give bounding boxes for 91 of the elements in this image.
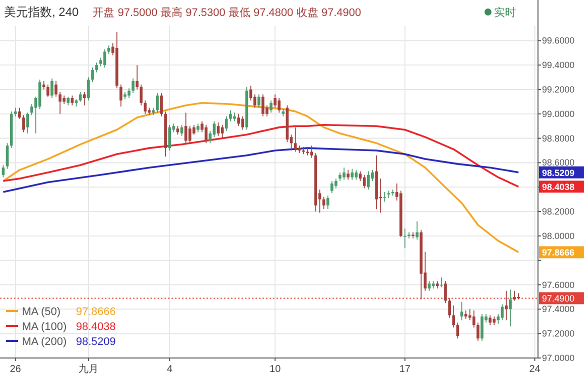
- candlestick: [513, 290, 516, 302]
- candlestick: [22, 114, 25, 133]
- candlestick: [241, 116, 244, 130]
- candlestick: [95, 62, 98, 73]
- candlestick: [220, 124, 224, 139]
- candlestick: [70, 95, 74, 106]
- chart-title: 美元指数, 240: [4, 5, 80, 19]
- candlestick: [18, 107, 21, 120]
- candlestick: [26, 112, 30, 134]
- candlestick: [78, 91, 82, 102]
- candlestick: [476, 322, 480, 342]
- candlestick: [54, 80, 58, 98]
- candlestick: [156, 92, 159, 114]
- candlestick: [488, 314, 492, 326]
- candlestick: [82, 91, 86, 106]
- legend-label: MA (200): [22, 336, 67, 348]
- candlestick: [330, 180, 334, 194]
- y-tick-label: 98.8000: [542, 133, 575, 144]
- candlestick: [2, 164, 5, 178]
- candlestick: [160, 92, 163, 117]
- x-tick-label: 4: [166, 364, 173, 375]
- annotation: 97.8666: [76, 306, 116, 318]
- candlestick: [350, 168, 354, 180]
- candlestick: [366, 170, 370, 190]
- text: 98.5209: [542, 168, 575, 178]
- x-tick-label: 26: [10, 364, 22, 375]
- candlestick: [50, 78, 54, 98]
- candlestick: [91, 67, 94, 83]
- text: 97.8666: [542, 248, 575, 258]
- candlestick: [310, 145, 314, 158]
- candlestick: [270, 100, 272, 114]
- candlestick: [216, 122, 220, 136]
- x-tick-label: 24: [529, 364, 541, 375]
- candlestick: [334, 178, 338, 189]
- y-tick-label: 97.4000: [542, 304, 575, 314]
- y-tick-label: 99.0000: [542, 108, 575, 119]
- y-tick-label: 97.0000: [542, 353, 575, 363]
- candlestick: [508, 289, 512, 327]
- candlestick: [294, 126, 297, 152]
- candlestick: [188, 126, 192, 144]
- chart-subtitle: 开盘 97.5000 最高 97.5300 最低 97.4800 收盘 97.4900: [92, 6, 362, 19]
- candlestick: [119, 84, 122, 108]
- candlestick: [448, 298, 451, 318]
- annotation: 98.4038: [76, 321, 116, 333]
- candlestick: [346, 170, 350, 180]
- candlestick: [472, 310, 476, 328]
- text: 实时: [494, 6, 516, 19]
- candlestick: [444, 280, 447, 304]
- candlestick: [261, 94, 264, 117]
- candlestick: [306, 148, 309, 156]
- candlestick: [460, 301, 464, 321]
- candlestick: [204, 124, 208, 144]
- candlestick: [46, 84, 50, 98]
- candlestick: [326, 195, 330, 210]
- legend-label: MA (50): [22, 306, 61, 318]
- ref-line-label: 97.4900: [542, 294, 575, 304]
- y-tick-label: 98.0000: [542, 230, 575, 241]
- candlestick: [362, 174, 366, 189]
- candlestick: [237, 113, 240, 127]
- candlestick: [456, 322, 460, 339]
- y-tick-label: 98.2000: [542, 206, 575, 217]
- y-tick-label: 98.6000: [542, 158, 575, 168]
- candlestick: [342, 167, 346, 180]
- y-tick-label: 99.4000: [542, 60, 575, 70]
- y-tick-label: 99.2000: [542, 84, 575, 94]
- text: 98.4038: [542, 182, 575, 192]
- candlestick: [354, 170, 358, 180]
- candlestick: [58, 91, 62, 114]
- candlestick: [224, 116, 228, 132]
- candlestick: [480, 314, 484, 342]
- candlestick: [229, 110, 232, 122]
- y-tick-label: 97.2000: [542, 328, 575, 339]
- candlestick: [132, 78, 134, 94]
- candlestick: [452, 305, 456, 328]
- y-tick-label: 97.6000: [542, 280, 575, 290]
- candlestick: [128, 88, 130, 98]
- candlestick: [428, 280, 431, 292]
- legend-label: MA (100): [22, 321, 67, 333]
- x-tick-label: 17: [399, 364, 411, 375]
- candlestick: [416, 220, 419, 240]
- candlestick: [168, 124, 172, 151]
- x-tick-label: 10: [270, 364, 282, 375]
- y-tick-label: 99.6000: [542, 36, 575, 46]
- candlestick: [87, 76, 90, 101]
- annotation: 98.5209: [76, 336, 116, 348]
- candlestick: [278, 98, 281, 114]
- candlestick: [274, 94, 277, 108]
- candlestick: [257, 94, 260, 108]
- candlestick: [136, 64, 139, 90]
- candlestick: [504, 290, 508, 321]
- x-tick-label: 九月: [78, 363, 98, 375]
